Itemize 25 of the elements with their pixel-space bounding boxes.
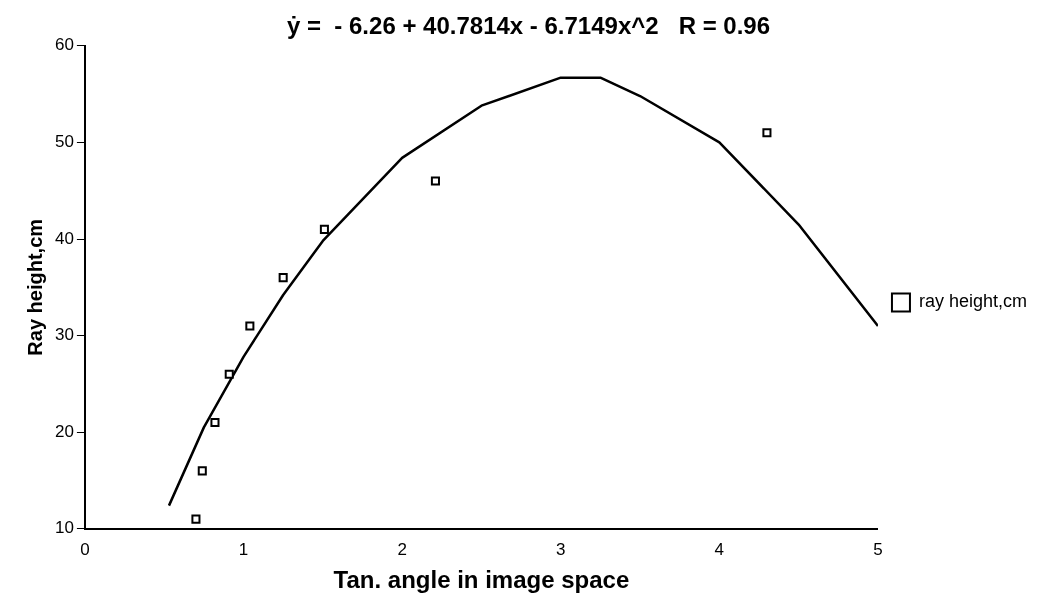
chart-title: ẏ = - 6.26 + 40.7814x - 6.7149x^2 R = 0.96 xyxy=(286,12,771,40)
x-axis-title: Tan. angle in image space xyxy=(333,566,630,594)
x-tick-label: 4 xyxy=(714,539,725,559)
point xyxy=(191,514,201,524)
y-tick-label: 40 xyxy=(54,228,74,248)
y-tick-label: 50 xyxy=(54,132,74,152)
x-tick-label: 2 xyxy=(397,539,407,559)
point xyxy=(224,369,234,379)
y-tick-label: 10 xyxy=(54,518,74,538)
point xyxy=(278,273,288,283)
point xyxy=(197,466,207,476)
y-tick-label: 30 xyxy=(54,325,74,345)
point xyxy=(319,224,329,234)
point xyxy=(762,128,772,138)
legend-label: ray height,cm xyxy=(918,291,1027,312)
point xyxy=(210,418,220,428)
x-tick-label: 0 xyxy=(80,539,90,559)
y-tick-label: 60 xyxy=(54,35,74,55)
x-tick-label: 3 xyxy=(556,539,566,559)
y-axis-title: Ray height,cm xyxy=(23,218,46,356)
point xyxy=(245,321,255,331)
x-tick-label: 5 xyxy=(873,539,883,559)
x-tick-label: 1 xyxy=(238,539,249,559)
point xyxy=(430,176,440,186)
y-tick-label: 20 xyxy=(54,421,74,441)
